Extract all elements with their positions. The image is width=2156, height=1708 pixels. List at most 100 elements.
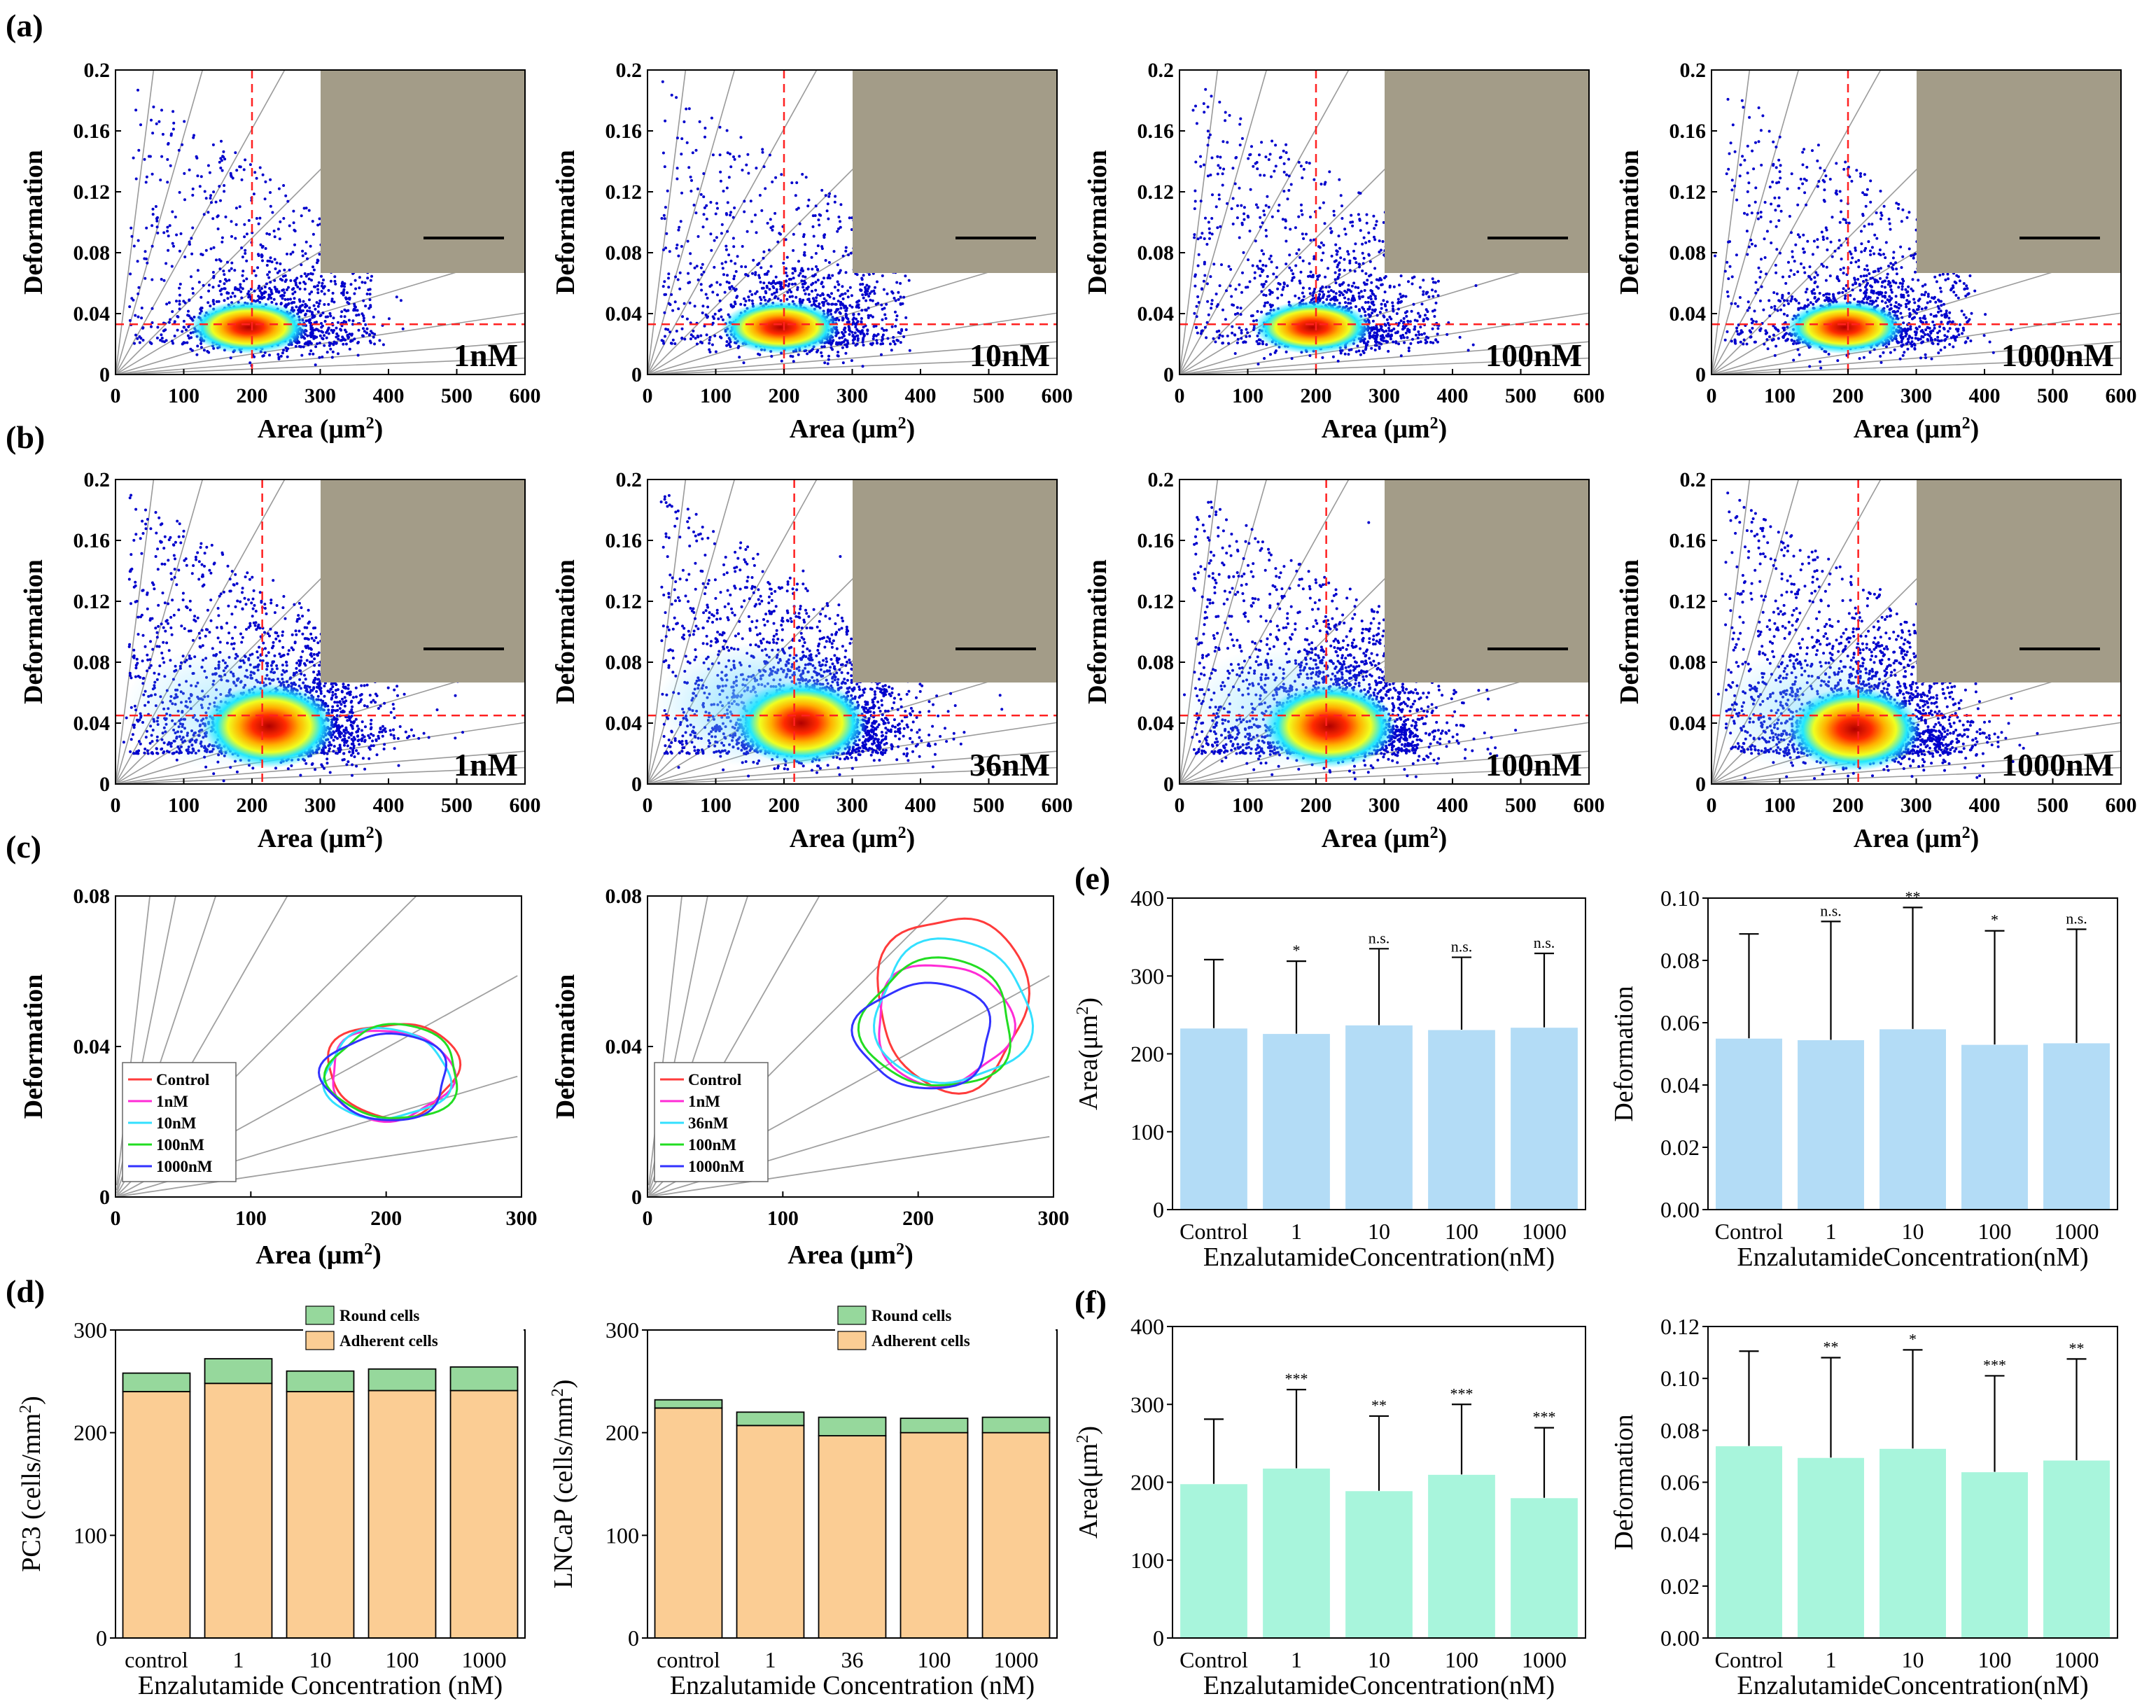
scatter-point bbox=[1286, 284, 1289, 288]
scatter-point bbox=[138, 341, 141, 344]
y-axis-title: Deformation bbox=[19, 150, 48, 295]
scatter-point bbox=[1851, 283, 1854, 286]
scatter-point bbox=[248, 163, 252, 167]
scatter-point bbox=[811, 290, 813, 293]
scatter-point bbox=[1422, 293, 1425, 296]
scatter-point bbox=[1840, 258, 1843, 260]
scatter-point bbox=[708, 348, 711, 351]
scatter-point bbox=[1816, 285, 1819, 288]
scatter-point bbox=[680, 245, 683, 248]
scatter-point bbox=[1402, 317, 1406, 320]
scatter-point bbox=[861, 365, 864, 368]
scatter-point bbox=[1788, 275, 1791, 278]
scatter-point bbox=[833, 200, 836, 204]
scatter-point bbox=[662, 285, 665, 288]
scatter-point bbox=[1364, 342, 1368, 345]
scatter-point bbox=[223, 299, 226, 302]
scatter-point bbox=[1378, 311, 1382, 314]
scatter-point bbox=[164, 339, 168, 342]
scatter-point bbox=[741, 169, 744, 172]
scatter-point bbox=[230, 267, 233, 270]
scatter-point bbox=[692, 335, 695, 338]
scatter-point bbox=[1901, 208, 1905, 211]
guide-line bbox=[1712, 70, 1751, 374]
scatter-point bbox=[1945, 309, 1948, 313]
scatter-point bbox=[284, 278, 288, 281]
scatter-point bbox=[301, 254, 304, 258]
scatter-point bbox=[865, 284, 869, 287]
scatter-point bbox=[1729, 141, 1732, 145]
scatter-point bbox=[145, 226, 148, 230]
scatter-point bbox=[1403, 341, 1406, 344]
scatter-point bbox=[1774, 271, 1778, 274]
scatter-point bbox=[725, 129, 729, 132]
scatter-point bbox=[238, 205, 241, 209]
scatter-point bbox=[1914, 326, 1918, 330]
scatter-point bbox=[310, 279, 313, 282]
scatter-point bbox=[1779, 164, 1782, 167]
scatter-point bbox=[314, 363, 317, 367]
scatter-point bbox=[1210, 94, 1213, 98]
scatter-point bbox=[1211, 193, 1214, 197]
scatter-point bbox=[1301, 213, 1304, 216]
scatter-point bbox=[1415, 319, 1419, 323]
scatter-point bbox=[1727, 167, 1730, 171]
scatter-point bbox=[1268, 153, 1272, 156]
scatter-point bbox=[1363, 310, 1366, 314]
scatter-point bbox=[824, 259, 827, 262]
scatter-point bbox=[262, 354, 265, 357]
scatter-point bbox=[1289, 183, 1293, 186]
scatter-point bbox=[215, 300, 218, 303]
scatter-point bbox=[765, 273, 769, 276]
scatter-point bbox=[732, 155, 735, 158]
scatter-point bbox=[1309, 216, 1312, 218]
scatter-point bbox=[816, 293, 819, 297]
scatter-point bbox=[841, 297, 845, 300]
scatter-point bbox=[1763, 237, 1766, 241]
scatter-point bbox=[720, 232, 723, 235]
scatter-point bbox=[792, 360, 795, 363]
scatter-point bbox=[850, 228, 853, 231]
scatter-point bbox=[1366, 279, 1369, 282]
scatter-point bbox=[181, 143, 184, 146]
scatter-point bbox=[1218, 333, 1222, 337]
scatter-point bbox=[1858, 288, 1862, 292]
scatter-point bbox=[312, 265, 314, 269]
scatter-point bbox=[1251, 314, 1254, 317]
scatter-point bbox=[1425, 290, 1429, 294]
scatter-point bbox=[1368, 335, 1371, 338]
scatter-point bbox=[1383, 290, 1387, 294]
scatter-point bbox=[245, 259, 248, 262]
scatter-point bbox=[1905, 216, 1909, 219]
scatter-point bbox=[1797, 307, 1800, 310]
scatter-point bbox=[357, 313, 360, 316]
scatter-point bbox=[167, 321, 171, 324]
scatter-point bbox=[1328, 286, 1331, 288]
scatter-point bbox=[1263, 214, 1266, 216]
scatter-point bbox=[1842, 272, 1845, 275]
scatter-point bbox=[150, 224, 154, 227]
scatter-point bbox=[318, 342, 321, 344]
scatter-point bbox=[1308, 354, 1312, 357]
scatter-point bbox=[1236, 337, 1240, 341]
scatter-point bbox=[827, 302, 830, 306]
scatter-point bbox=[296, 286, 300, 288]
scatter-point bbox=[1348, 349, 1351, 352]
scatter-point bbox=[341, 335, 344, 339]
scatter-point bbox=[1847, 221, 1851, 225]
scatter-point bbox=[673, 300, 677, 304]
scatter-point bbox=[212, 246, 216, 249]
scatter-point bbox=[1805, 165, 1809, 169]
scatter-point bbox=[320, 284, 323, 288]
scatter-point bbox=[864, 308, 867, 312]
scatter-point bbox=[1884, 241, 1888, 244]
scatter-point bbox=[1267, 205, 1270, 209]
scatter-point bbox=[1334, 281, 1338, 285]
y-tick-label: 0 bbox=[99, 363, 110, 386]
scatter-point bbox=[1969, 340, 1973, 342]
scatter-point bbox=[1418, 286, 1422, 289]
scatter-point bbox=[1264, 264, 1268, 267]
scatter-point bbox=[736, 346, 740, 349]
scatter-point bbox=[206, 211, 210, 214]
scatter-point bbox=[1259, 174, 1262, 177]
